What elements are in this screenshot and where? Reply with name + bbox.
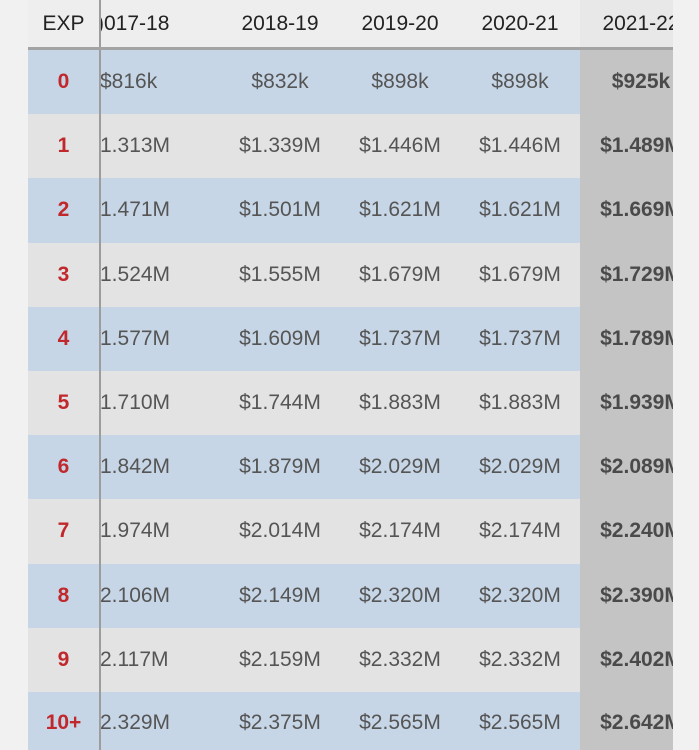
salary-value: 2.106M xyxy=(100,583,171,607)
salary-cell: $1.609M xyxy=(220,306,340,371)
salary-cell: 1.471M xyxy=(99,178,220,243)
salary-scale-table: EXP )017-18 2018-19 2019-20 2020-21 2021… xyxy=(28,0,673,750)
exp-cell: 5 xyxy=(28,370,100,436)
exp-cell: 3 xyxy=(28,242,100,307)
table-row: 11.313M$1.339M$1.446M$1.446M$1.489M xyxy=(28,114,673,179)
salary-cell: $2.159M xyxy=(220,627,340,692)
header-2020-21: 2020-21 xyxy=(460,0,580,50)
salary-cell: $1.501M xyxy=(220,178,340,243)
header-2019-20: 2019-20 xyxy=(340,0,460,50)
table-row: 41.577M$1.609M$1.737M$1.737M$1.789M xyxy=(28,306,673,371)
current-salary-cell: $1.789M xyxy=(580,306,673,371)
salary-value: $816k xyxy=(100,70,158,94)
salary-cell: 1.974M xyxy=(99,499,220,564)
salary-cell: 2.106M xyxy=(99,563,220,628)
salary-value: 2.329M xyxy=(100,710,171,734)
table-row: 0 $816k $832k $898k $898k $925k xyxy=(28,48,673,115)
salary-cell: $898k xyxy=(460,48,580,115)
exp-cell: 4 xyxy=(28,306,100,371)
salary-cell: $2.375M xyxy=(220,691,340,750)
exp-cell: 8 xyxy=(28,563,100,628)
current-salary-cell: $925k xyxy=(580,48,673,115)
header-2021-22: 2021-22 xyxy=(580,0,673,50)
salary-cell: $1.621M xyxy=(460,178,580,243)
salary-cell: 1.313M xyxy=(99,114,220,179)
salary-cell: $1.737M xyxy=(340,306,460,371)
current-salary-cell: $1.939M xyxy=(580,370,673,436)
salary-cell: $1.555M xyxy=(220,242,340,307)
salary-value: 1.524M xyxy=(100,262,171,286)
current-salary-cell: $2.089M xyxy=(580,435,673,500)
exp-cell: 2 xyxy=(28,178,100,243)
salary-cell: 1.577M xyxy=(99,306,220,371)
salary-value: 1.471M xyxy=(100,198,171,222)
table-row: 92.117M$2.159M$2.332M$2.332M$2.402M xyxy=(28,627,673,692)
salary-cell: $1.446M xyxy=(460,114,580,179)
salary-cell: $1.883M xyxy=(340,370,460,436)
salary-cell: $2.332M xyxy=(340,627,460,692)
salary-cell: $832k xyxy=(220,48,340,115)
header-2017-18: )017-18 xyxy=(99,0,220,50)
salary-cell: $2.029M xyxy=(460,435,580,500)
exp-cell: 7 xyxy=(28,499,100,564)
salary-cell: $1.883M xyxy=(460,370,580,436)
table-row: 10+2.329M$2.375M$2.565M$2.565M$2.642M xyxy=(28,691,673,750)
current-salary-cell: $2.240M xyxy=(580,499,673,564)
salary-cell: 1.524M xyxy=(99,242,220,307)
salary-cell: $2.014M xyxy=(220,499,340,564)
current-salary-cell: $1.489M xyxy=(580,114,673,179)
salary-cell: $1.744M xyxy=(220,370,340,436)
salary-value: 2.117M xyxy=(100,647,169,671)
salary-cell: $1.737M xyxy=(460,306,580,371)
current-salary-cell: $2.390M xyxy=(580,563,673,628)
table-row: 31.524M$1.555M$1.679M$1.679M$1.729M xyxy=(28,242,673,307)
table-row: 61.842M$1.879M$2.029M$2.029M$2.089M xyxy=(28,435,673,500)
salary-value: 1.974M xyxy=(100,519,171,543)
salary-cell: $1.679M xyxy=(340,242,460,307)
salary-value: 1.577M xyxy=(100,326,171,350)
salary-cell: $2.565M xyxy=(460,691,580,750)
salary-cell: $2.174M xyxy=(340,499,460,564)
salary-value: 1.710M xyxy=(100,391,171,415)
salary-cell: 2.329M xyxy=(99,691,220,750)
exp-cell: 1 xyxy=(28,114,100,179)
table-row: 51.710M$1.744M$1.883M$1.883M$1.939M xyxy=(28,370,673,436)
header-2018-19: 2018-19 xyxy=(220,0,340,50)
salary-cell: 2.117M xyxy=(99,627,220,692)
exp-cell: 6 xyxy=(28,435,100,500)
salary-cell: $816k xyxy=(99,48,220,115)
salary-cell: $2.174M xyxy=(460,499,580,564)
header-row: EXP )017-18 2018-19 2019-20 2020-21 2021… xyxy=(28,0,673,50)
salary-cell: $2.320M xyxy=(460,563,580,628)
header-exp: EXP xyxy=(28,0,100,50)
exp-cell: 0 xyxy=(28,48,100,115)
salary-cell: $2.332M xyxy=(460,627,580,692)
salary-cell: $2.149M xyxy=(220,563,340,628)
header-2017-18-label: )017-18 xyxy=(100,11,170,35)
table-row: 21.471M$1.501M$1.621M$1.621M$1.669M xyxy=(28,178,673,243)
exp-cell: 10+ xyxy=(28,691,100,750)
salary-value: 1.313M xyxy=(100,134,171,158)
salary-cell: $1.446M xyxy=(340,114,460,179)
current-salary-cell: $2.642M xyxy=(580,691,673,750)
salary-cell: $898k xyxy=(340,48,460,115)
current-salary-cell: $1.729M xyxy=(580,242,673,307)
salary-cell: $2.320M xyxy=(340,563,460,628)
salary-cell: 1.842M xyxy=(99,435,220,500)
table-row: 71.974M$2.014M$2.174M$2.174M$2.240M xyxy=(28,499,673,564)
salary-cell: $2.565M xyxy=(340,691,460,750)
salary-value: 1.842M xyxy=(100,455,171,479)
salary-cell: $1.879M xyxy=(220,435,340,500)
table-row: 82.106M$2.149M$2.320M$2.320M$2.390M xyxy=(28,563,673,628)
salary-cell: 1.710M xyxy=(99,370,220,436)
salary-cell: $1.339M xyxy=(220,114,340,179)
salary-cell: $1.621M xyxy=(340,178,460,243)
salary-table-frame: EXP )017-18 2018-19 2019-20 2020-21 2021… xyxy=(28,0,673,750)
salary-cell: $1.679M xyxy=(460,242,580,307)
exp-cell: 9 xyxy=(28,627,100,692)
current-salary-cell: $2.402M xyxy=(580,627,673,692)
salary-cell: $2.029M xyxy=(340,435,460,500)
current-salary-cell: $1.669M xyxy=(580,178,673,243)
